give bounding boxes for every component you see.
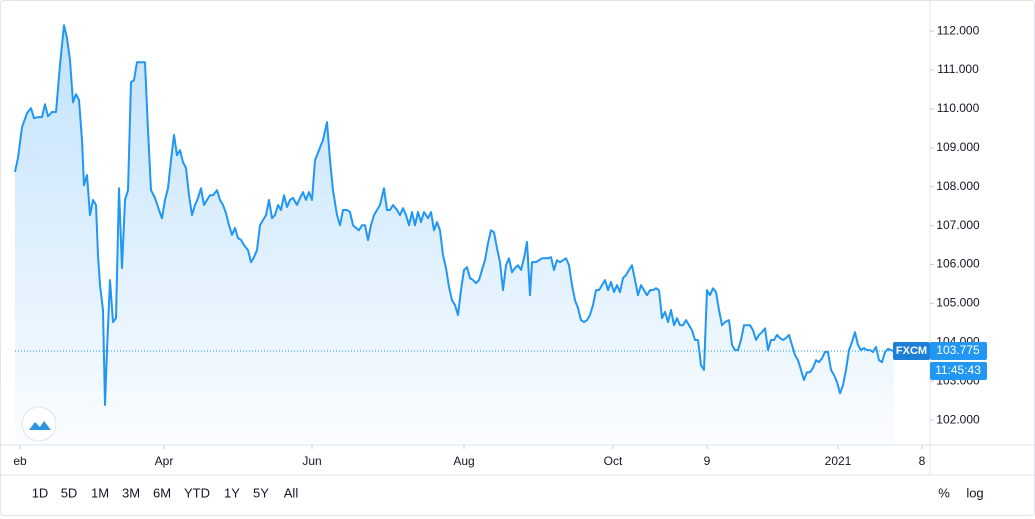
y-tick-label: 102.000 (936, 412, 980, 426)
area-fill (15, 25, 894, 446)
range-button[interactable]: 6M (153, 485, 171, 500)
last-price-label: 103.775 (936, 343, 980, 357)
y-tick-label: 112.000 (937, 23, 980, 37)
range-button[interactable]: YTD (184, 485, 210, 500)
last-time-label: 11:45:43 (935, 363, 981, 377)
overlay: FXCM 103.775 11:45:43 1D 5D 1M 3M 6M YTD 1Y 5Y All%… (15, 342, 987, 500)
x-tick-label: eb (13, 454, 27, 468)
y-tick-label: 106.000 (936, 257, 980, 271)
x-tick-label: 2021 (825, 454, 852, 468)
y-tick-label: 107.000 (936, 218, 980, 232)
y-tick-label: 109.000 (936, 140, 980, 154)
x-tick-label: Apr (155, 454, 174, 468)
range-button[interactable]: 5D (61, 485, 78, 500)
range-button[interactable]: 1M (91, 485, 109, 500)
x-tick-label: Oct (604, 454, 623, 468)
range-button[interactable]: 3M (122, 485, 140, 500)
price-line (14, 24, 895, 406)
y-tick-label: 105.000 (936, 296, 980, 310)
range-button[interactable]: 1Y (224, 485, 240, 500)
symbol-label: FXCM (896, 345, 927, 357)
symbol-badge (893, 342, 930, 361)
last-time-badge (930, 362, 987, 381)
last-price-badge (930, 342, 987, 361)
scale-button[interactable]: log (966, 485, 983, 500)
logo (21, 406, 57, 442)
y-tick-label: 111.000 (937, 62, 979, 76)
x-tick-label: Jun (302, 454, 321, 468)
range-button[interactable]: 1D (32, 485, 49, 500)
range-button[interactable]: 5Y (253, 485, 269, 500)
x-tick-label: Aug (453, 454, 474, 468)
plot-area: 102.000103.000104.000105.000106.000107.0… (13, 23, 980, 468)
x-tick-label: 9 (704, 454, 711, 468)
y-tick-label: 110.000 (937, 101, 980, 115)
scale-button[interactable]: % (938, 485, 950, 500)
range-button[interactable]: All (284, 485, 299, 500)
x-tick-label: 8 (919, 454, 926, 468)
y-tick-label: 108.000 (936, 179, 980, 193)
